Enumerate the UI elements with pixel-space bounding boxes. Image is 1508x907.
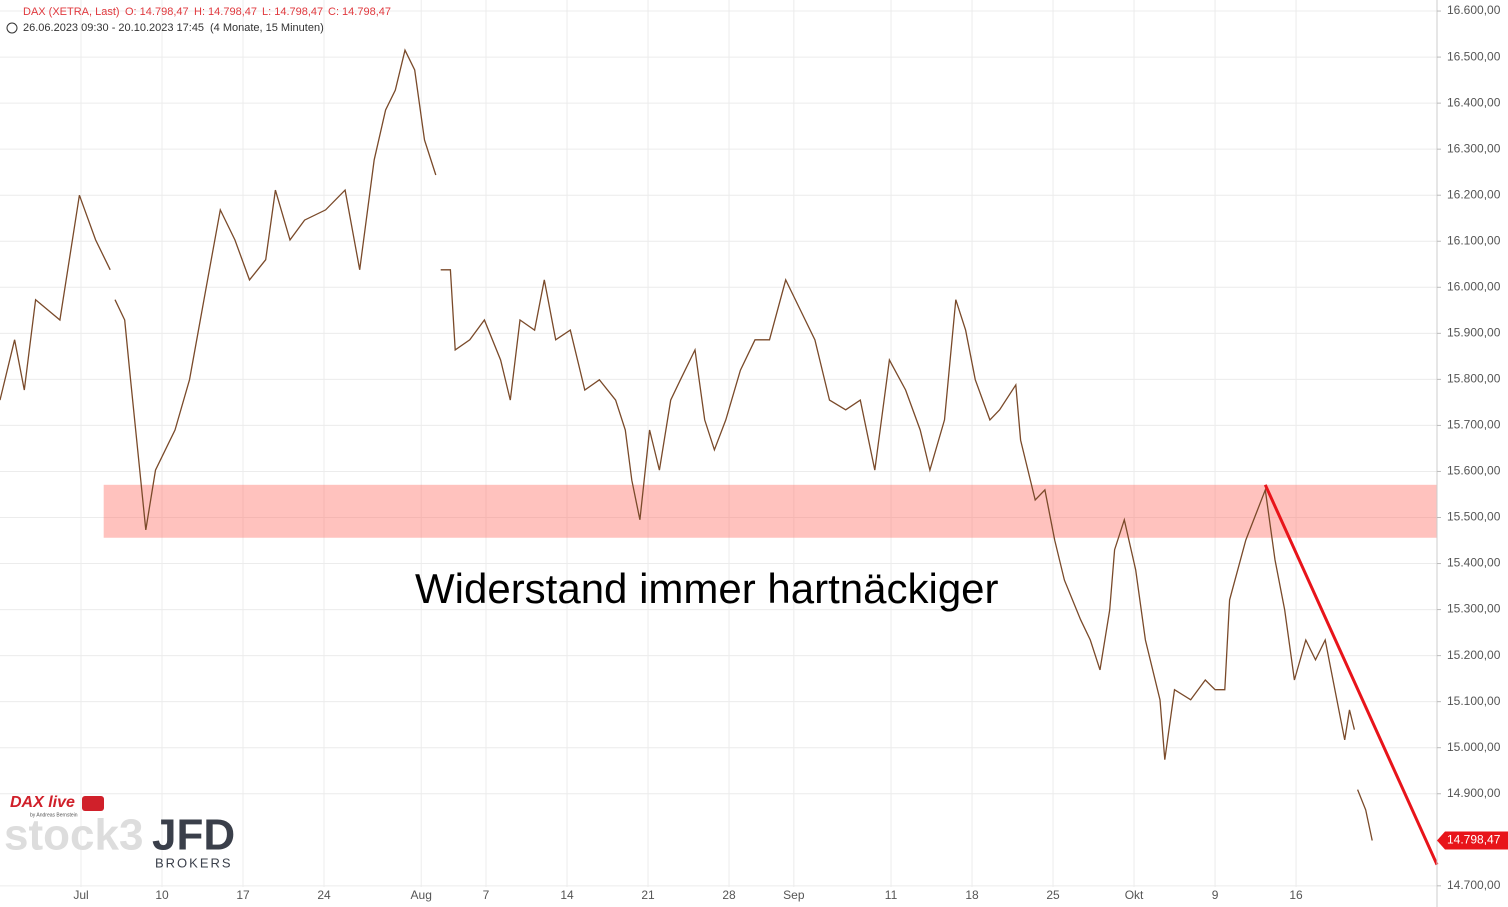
x-tick-label: Sep	[783, 888, 805, 902]
subtitle: 26.06.2023 09:30 - 20.10.2023 17:45	[23, 22, 204, 34]
logo-stock3: stock3	[4, 811, 143, 860]
logo-jfd: JFD	[152, 811, 235, 860]
plot	[0, 48, 1439, 866]
x-tick-label: 16	[1289, 888, 1303, 902]
y-tick-label: 15.900,00	[1447, 326, 1501, 340]
logo-play-icon	[82, 796, 104, 811]
x-tick-label: 14	[560, 888, 574, 902]
grid	[0, 0, 1437, 887]
x-tick-label: 25	[1046, 888, 1060, 902]
annotation: Widerstand immer hartnäckiger	[415, 565, 999, 612]
y-tick-label: 16.100,00	[1447, 233, 1501, 247]
ohlc-low: L: 14.798,47	[262, 6, 323, 18]
y-tick-label: 16.000,00	[1447, 279, 1501, 293]
x-tick-label: 18	[965, 888, 979, 902]
x-tick-label: Jul	[73, 888, 88, 902]
x-tick-label: 10	[155, 888, 169, 902]
x-tick-label: Okt	[1125, 888, 1144, 902]
y-tick-label: 15.700,00	[1447, 418, 1501, 432]
x-tick-label: Aug	[411, 888, 432, 902]
trend-line	[1263, 484, 1439, 866]
y-tick-label: 16.600,00	[1447, 3, 1501, 17]
y-tick-label: 15.100,00	[1447, 694, 1501, 708]
y-tick-label: 15.800,00	[1447, 372, 1501, 386]
y-tick-label: 15.600,00	[1447, 464, 1501, 478]
resistance-band	[103, 484, 1437, 538]
ohlc-close: C: 14.798,47	[328, 6, 391, 18]
y-tick-label: 15.300,00	[1447, 602, 1501, 616]
period: (4 Monate, 15 Minuten)	[210, 22, 324, 34]
y-tick-label: 16.300,00	[1447, 141, 1501, 155]
y-tick-label: 16.500,00	[1447, 49, 1501, 63]
chart-title: DAX (XETRA, Last)	[23, 6, 120, 18]
last-price-tag	[1437, 831, 1508, 850]
ohlc-high: H: 14.798,47	[194, 6, 257, 18]
logo-dax-live: DAX live	[10, 794, 75, 811]
logo-brokers: BROKERS	[155, 855, 233, 870]
y-tick-label: 14.900,00	[1447, 786, 1501, 800]
x-tick-label: 7	[483, 888, 490, 902]
clock-icon	[6, 22, 18, 34]
x-tick-label: 21	[641, 888, 655, 902]
price-line	[0, 48, 1373, 841]
ohlc-open: O: 14.798,47	[125, 6, 189, 18]
y-tick-label: 15.200,00	[1447, 648, 1501, 662]
y-tick-label: 15.400,00	[1447, 556, 1501, 570]
y-tick-label: 15.500,00	[1447, 510, 1501, 524]
last-price-label: 14.798,47	[1447, 833, 1501, 847]
y-tick-label: 16.200,00	[1447, 187, 1501, 201]
x-tick-label: 9	[1212, 888, 1219, 902]
y-tick-label: 16.400,00	[1447, 95, 1501, 109]
x-tick-label: 24	[317, 888, 331, 902]
x-tick-label: 17	[236, 888, 250, 902]
x-tick-label: 11	[885, 888, 898, 902]
y-tick-label: 15.000,00	[1447, 740, 1501, 754]
logo-byline: by Andreas Bernstein	[30, 812, 78, 818]
y-tick-label: 14.700,00	[1447, 878, 1501, 892]
x-tick-label: 28	[722, 888, 736, 902]
